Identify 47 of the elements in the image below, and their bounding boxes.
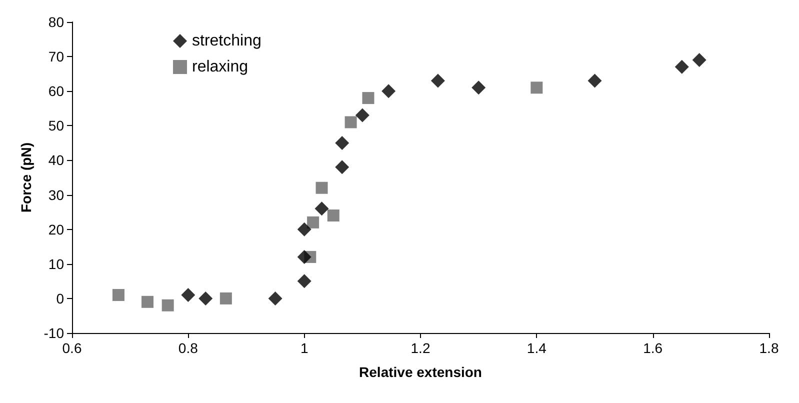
x-tick-label: 1.8 (759, 340, 779, 356)
point (335, 136, 350, 150)
point (588, 74, 602, 88)
point (268, 291, 282, 306)
y-tick-label: 40 (48, 152, 64, 168)
y-tick-label: 60 (48, 83, 64, 100)
point (112, 288, 124, 301)
point (355, 108, 370, 122)
x-tick-label: 0.6 (62, 340, 82, 356)
point (327, 210, 340, 222)
point (430, 74, 445, 88)
point (344, 116, 357, 128)
point (382, 84, 396, 98)
legend-label: stretching (192, 32, 262, 50)
point (297, 222, 312, 236)
point (142, 296, 154, 308)
y-tick-label: 20 (48, 221, 64, 238)
x-tick-label: 1.2 (410, 340, 430, 356)
y-tick-label: 80 (48, 14, 64, 30)
x-tick-label: 0.8 (178, 340, 198, 356)
x-tick-label: 1.4 (526, 340, 547, 356)
x-axis-title: Relative extension (359, 364, 482, 380)
point (692, 53, 706, 68)
y-tick-label: -10 (44, 325, 64, 341)
point (362, 92, 374, 104)
point (316, 182, 328, 194)
y-tick-label: 30 (48, 186, 64, 203)
y-tick-label: 0 (56, 290, 64, 306)
point (181, 288, 196, 302)
y-axis-title: Force (pN) (18, 142, 34, 212)
point (297, 250, 312, 264)
point (297, 274, 312, 288)
point (335, 160, 350, 174)
y-tick-label: 10 (48, 256, 64, 272)
point (162, 299, 174, 312)
x-tick-label: 1 (300, 340, 308, 356)
point (307, 216, 320, 228)
point (472, 80, 486, 95)
point (674, 60, 689, 74)
x-tick-label: 1.6 (643, 340, 663, 356)
legend-label: relaxing (192, 58, 248, 76)
point (314, 202, 329, 216)
point (220, 292, 232, 304)
point (198, 291, 213, 306)
y-tick-label: 50 (48, 118, 64, 134)
point (530, 82, 543, 94)
y-tick-label: 70 (48, 48, 64, 65)
